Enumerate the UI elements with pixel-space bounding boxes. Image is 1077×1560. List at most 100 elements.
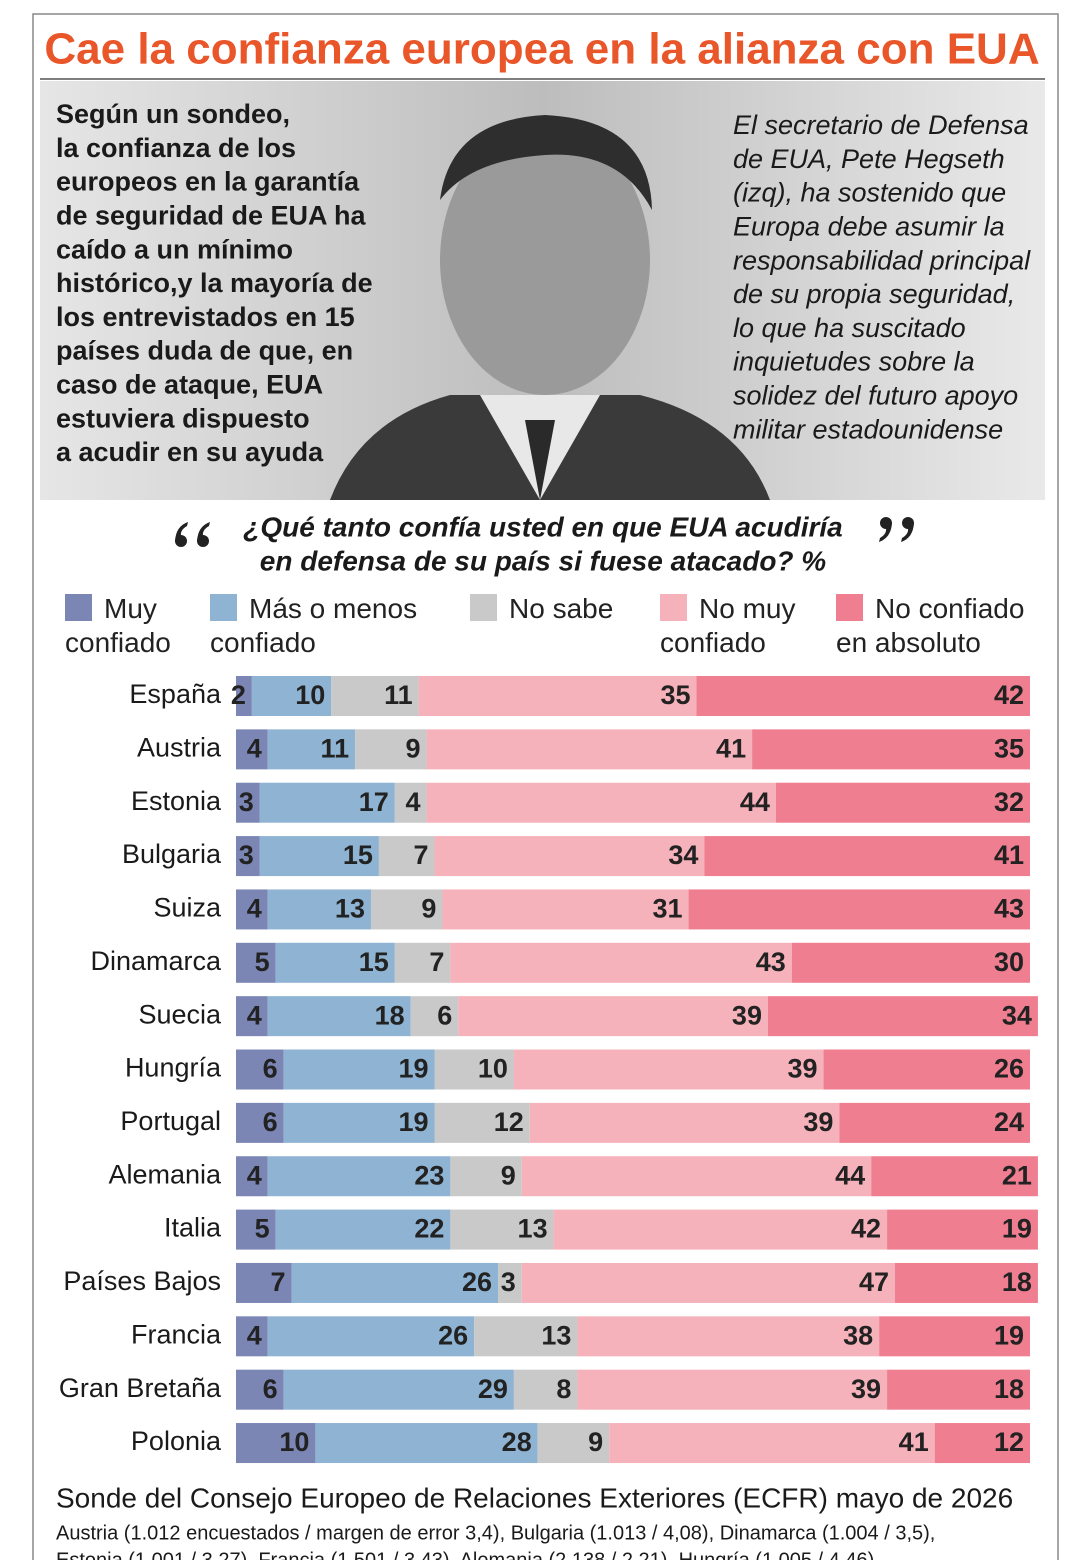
value-label: 4 <box>247 733 262 763</box>
bar-segment <box>259 836 379 877</box>
value-label: 12 <box>994 1427 1024 1457</box>
bar-segment <box>275 1209 451 1250</box>
legend-swatch <box>660 594 687 621</box>
bar-segment <box>236 1423 316 1464</box>
value-label: 9 <box>406 733 421 763</box>
value-label: 43 <box>756 947 786 977</box>
category-label: Bulgaria <box>122 839 222 869</box>
value-label: 41 <box>899 1427 929 1457</box>
caption-line: militar estadounidense <box>733 414 1003 444</box>
value-label: 4 <box>406 787 421 817</box>
intro-line: de seguridad de EUA ha <box>56 201 367 231</box>
bar-segment <box>498 1262 522 1303</box>
bar-segment <box>283 1102 435 1143</box>
category-label: Hungría <box>125 1053 222 1083</box>
bar-segment <box>236 942 276 983</box>
bar-segment <box>688 889 1030 930</box>
bar-segment <box>370 889 443 930</box>
value-label: 9 <box>421 894 436 924</box>
value-label: 3 <box>239 840 254 870</box>
bar-segment <box>450 1209 554 1250</box>
bar-segment <box>513 1049 824 1090</box>
legend-swatch <box>836 594 863 621</box>
bar-segment <box>426 782 776 823</box>
bar-segment <box>267 996 411 1037</box>
bar-segment <box>704 836 1030 877</box>
value-label: 7 <box>429 947 444 977</box>
category-label: Francia <box>131 1319 222 1349</box>
category-label: Gran Bretaña <box>59 1373 222 1403</box>
bar-segment <box>752 729 1030 770</box>
bar-segment <box>378 836 435 877</box>
bar-segment <box>236 1209 276 1250</box>
value-label: 30 <box>994 947 1024 977</box>
bar-segment <box>331 676 419 716</box>
source-title: Sonde del Consejo Europeo de Relaciones … <box>56 1482 1013 1513</box>
legend-label: No sabe <box>509 593 614 624</box>
bar-segment <box>251 676 332 716</box>
value-label: 4 <box>247 1160 262 1190</box>
bar-segment <box>275 942 395 983</box>
value-label: 44 <box>835 1160 865 1190</box>
category-label: Países Bajos <box>63 1266 221 1296</box>
value-label: 4 <box>247 1320 262 1350</box>
value-label: 21 <box>1002 1160 1032 1190</box>
legend-item: No confiado en absoluto <box>836 592 1046 660</box>
bar-segment <box>236 889 268 930</box>
value-label: 10 <box>478 1054 508 1084</box>
bar-segment <box>355 729 427 770</box>
value-label: 7 <box>413 840 428 870</box>
intro-line: Según un sondeo, <box>56 99 290 129</box>
legend-swatch <box>210 594 237 621</box>
legend-item: Más o menos confiado <box>210 592 445 660</box>
value-label: 42 <box>994 680 1024 710</box>
bar-segment <box>537 1423 610 1464</box>
value-label: 3 <box>501 1267 516 1297</box>
bar-segment <box>267 1156 451 1197</box>
value-label: 4 <box>247 1000 262 1030</box>
value-label: 11 <box>384 680 413 710</box>
caption-line: solidez del futuro apoyo <box>733 381 1018 411</box>
caption-line: de EUA, Pete Hegseth <box>733 144 1005 174</box>
bar-segment <box>513 1369 578 1410</box>
caption-line: de su propia seguridad, <box>733 279 1015 309</box>
value-label: 12 <box>494 1107 524 1137</box>
legend-label: No confiado en absoluto <box>836 593 1025 658</box>
category-label: Suecia <box>138 999 222 1029</box>
value-label: 18 <box>994 1374 1024 1404</box>
value-label: 26 <box>462 1267 492 1297</box>
value-label: 39 <box>732 1000 762 1030</box>
bar-segment <box>839 1102 1030 1143</box>
intro-line: países duda de que, en <box>56 336 353 366</box>
value-label: 22 <box>414 1214 444 1244</box>
bar-segment <box>823 1049 1030 1090</box>
legend-swatch <box>65 594 92 621</box>
value-label: 10 <box>279 1427 309 1457</box>
bar-segment <box>442 889 689 930</box>
bar-segment <box>450 1156 522 1197</box>
bar-segment <box>394 942 451 983</box>
value-label: 34 <box>668 840 698 870</box>
value-label: 5 <box>255 947 270 977</box>
bar-segment <box>394 782 427 823</box>
value-label: 39 <box>851 1374 881 1404</box>
value-label: 29 <box>478 1374 508 1404</box>
value-label: 6 <box>263 1054 278 1084</box>
caption-line: El secretario de Defensa <box>733 110 1029 140</box>
bar-segment <box>267 1316 475 1357</box>
category-label: Estonia <box>131 786 222 816</box>
bar-segment <box>236 996 268 1037</box>
value-label: 41 <box>994 840 1024 870</box>
value-label: 26 <box>438 1320 468 1350</box>
value-label: 13 <box>335 894 365 924</box>
intro-line: histórico,y la mayoría de <box>56 268 373 298</box>
value-label: 6 <box>263 1107 278 1137</box>
bar-segment <box>609 1423 935 1464</box>
bar-segment <box>410 996 459 1037</box>
bar-segment <box>236 1316 268 1357</box>
value-label: 19 <box>1002 1214 1032 1244</box>
bar-segment <box>434 1102 530 1143</box>
caption-line: responsabilidad principal <box>733 245 1031 275</box>
bar-segment <box>521 1156 872 1197</box>
